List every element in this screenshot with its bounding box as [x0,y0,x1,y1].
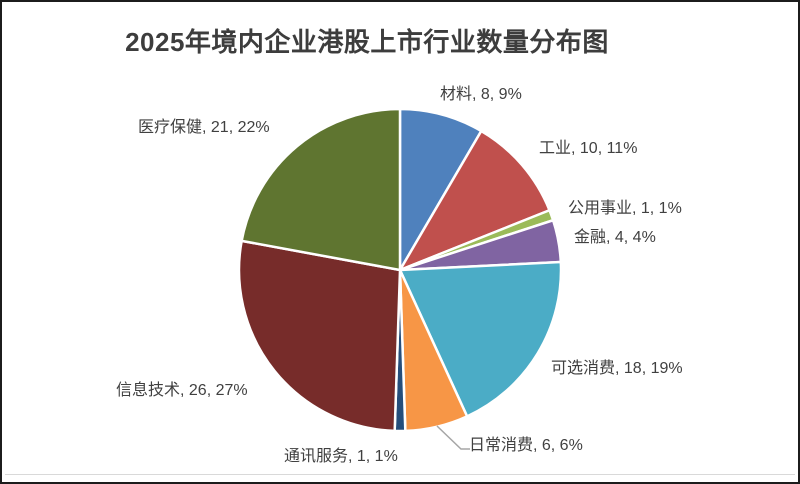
slice-label-financials: 金融, 4, 4% [574,229,656,246]
slice-label-information-technology: 信息技术, 26, 27% [116,382,248,399]
pie-slice-7 [237,239,402,433]
frame-inner-line [5,474,795,475]
slice-label-healthcare: 医疗保健, 21, 22% [138,119,270,136]
slice-label-consumer-discretionary: 可选消费, 18, 19% [551,360,683,377]
slice-label-materials: 材料, 8, 9% [440,86,522,103]
pie-slice-4 [398,260,563,418]
leader-line-consumer-staples [436,425,470,450]
pie-slices [237,107,563,433]
pie-slice-8 [240,107,402,272]
slice-label-utilities: 公用事业, 1, 1% [568,200,682,217]
slice-label-consumer-staples: 日常消费, 6, 6% [469,437,583,454]
pie-slice-0 [398,107,483,272]
slice-label-communication-services: 通讯服务, 1, 1% [284,448,398,465]
pie-slice-1 [398,129,551,272]
chart-title: 2025年境内企业港股上市行业数量分布图 [125,27,609,57]
slice-label-industrials: 工业, 10, 11% [539,140,638,157]
